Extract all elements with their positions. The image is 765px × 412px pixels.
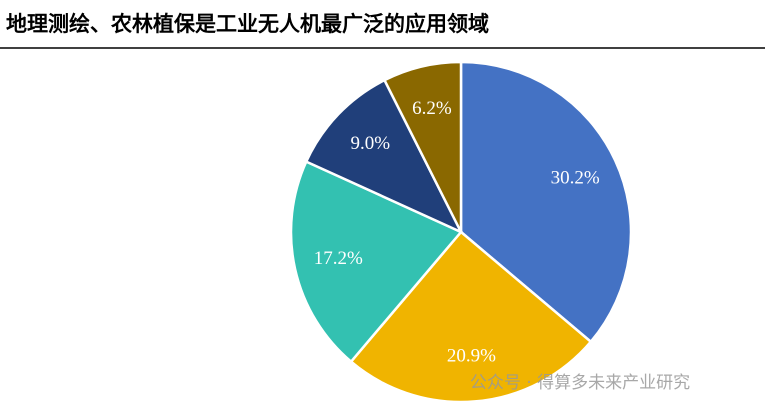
watermark: 公众号 · 得算多未来产业研究 — [470, 373, 690, 393]
data-label: 30.2% — [551, 167, 600, 188]
data-label: 9.0% — [351, 133, 391, 154]
pie-slice — [289, 159, 464, 364]
pie-slice — [349, 230, 593, 404]
data-label: 17.2% — [314, 248, 363, 269]
pie: 30.2% 20.9% 17.2% 9.0% 6.2% — [289, 60, 633, 404]
pie-slice — [304, 78, 464, 235]
pie-slice — [382, 60, 463, 233]
chart-title: 地理测绘、农林植保是工业无人机最广泛的应用领域 — [6, 12, 489, 36]
data-label: 6.2% — [412, 98, 452, 119]
pie-slice — [459, 60, 633, 344]
data-label: 20.9% — [447, 346, 496, 367]
